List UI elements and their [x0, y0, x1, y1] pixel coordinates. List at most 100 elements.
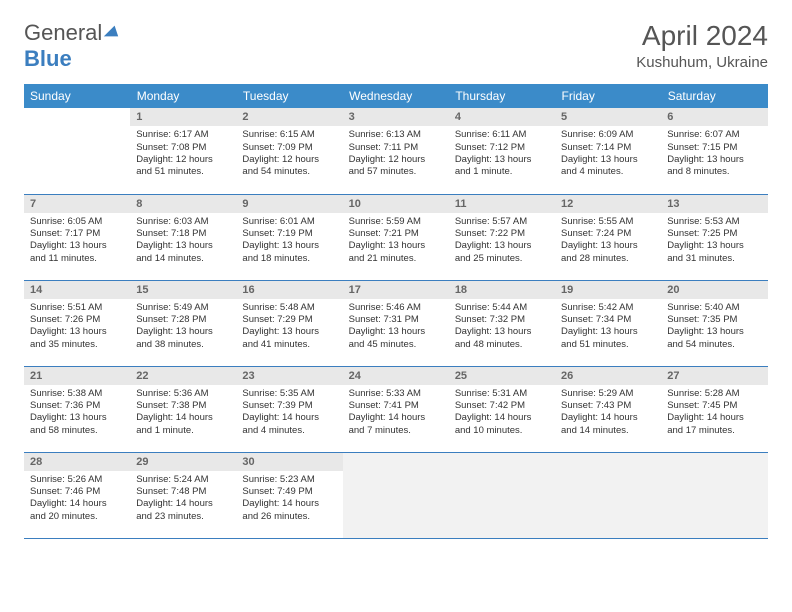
daylight-text: and 57 minutes. — [349, 166, 443, 178]
calendar-cell: 5Sunrise: 6:09 AMSunset: 7:14 PMDaylight… — [555, 108, 661, 194]
daylight-text: and 28 minutes. — [561, 253, 655, 265]
daylight-text: and 26 minutes. — [242, 511, 336, 523]
calendar-cell: 22Sunrise: 5:36 AMSunset: 7:38 PMDayligh… — [130, 366, 236, 452]
daylight-text: Daylight: 14 hours — [242, 498, 336, 510]
sunset-text: Sunset: 7:35 PM — [667, 314, 761, 326]
sunrise-text: Sunrise: 5:36 AM — [136, 388, 230, 400]
sunrise-text: Sunrise: 6:05 AM — [30, 216, 124, 228]
daylight-text: and 38 minutes. — [136, 339, 230, 351]
calendar-cell: 30Sunrise: 5:23 AMSunset: 7:49 PMDayligh… — [236, 452, 342, 538]
daylight-text: and 4 minutes. — [561, 166, 655, 178]
daylight-text: Daylight: 12 hours — [136, 154, 230, 166]
daylight-text: Daylight: 13 hours — [455, 326, 549, 338]
sunrise-text: Sunrise: 5:24 AM — [136, 474, 230, 486]
calendar-cell: 2Sunrise: 6:15 AMSunset: 7:09 PMDaylight… — [236, 108, 342, 194]
calendar-cell: 21Sunrise: 5:38 AMSunset: 7:36 PMDayligh… — [24, 366, 130, 452]
calendar-week-row: 14Sunrise: 5:51 AMSunset: 7:26 PMDayligh… — [24, 280, 768, 366]
sunrise-text: Sunrise: 5:38 AM — [30, 388, 124, 400]
calendar-cell: 23Sunrise: 5:35 AMSunset: 7:39 PMDayligh… — [236, 366, 342, 452]
sunset-text: Sunset: 7:21 PM — [349, 228, 443, 240]
weekday-header-row: Sunday Monday Tuesday Wednesday Thursday… — [24, 84, 768, 108]
sunset-text: Sunset: 7:11 PM — [349, 142, 443, 154]
cell-body: Sunrise: 5:38 AMSunset: 7:36 PMDaylight:… — [24, 385, 130, 441]
sunrise-text: Sunrise: 5:55 AM — [561, 216, 655, 228]
daylight-text: Daylight: 13 hours — [349, 240, 443, 252]
weekday-header: Sunday — [24, 84, 130, 108]
calendar-cell: 10Sunrise: 5:59 AMSunset: 7:21 PMDayligh… — [343, 194, 449, 280]
sunrise-text: Sunrise: 5:49 AM — [136, 302, 230, 314]
cell-body: Sunrise: 6:01 AMSunset: 7:19 PMDaylight:… — [236, 213, 342, 269]
sunset-text: Sunset: 7:36 PM — [30, 400, 124, 412]
calendar-cell — [555, 452, 661, 538]
daylight-text: and 54 minutes. — [667, 339, 761, 351]
day-number: 29 — [130, 453, 236, 471]
cell-body: Sunrise: 6:05 AMSunset: 7:17 PMDaylight:… — [24, 213, 130, 269]
sunset-text: Sunset: 7:26 PM — [30, 314, 124, 326]
calendar-cell: 15Sunrise: 5:49 AMSunset: 7:28 PMDayligh… — [130, 280, 236, 366]
day-number: 12 — [555, 195, 661, 213]
sunset-text: Sunset: 7:25 PM — [667, 228, 761, 240]
calendar-cell — [661, 452, 767, 538]
sunrise-text: Sunrise: 5:31 AM — [455, 388, 549, 400]
daylight-text: and 8 minutes. — [667, 166, 761, 178]
day-number: 15 — [130, 281, 236, 299]
daylight-text: and 7 minutes. — [349, 425, 443, 437]
sunset-text: Sunset: 7:28 PM — [136, 314, 230, 326]
cell-body — [24, 126, 130, 133]
day-number: 7 — [24, 195, 130, 213]
cell-body: Sunrise: 5:40 AMSunset: 7:35 PMDaylight:… — [661, 299, 767, 355]
calendar-cell: 1Sunrise: 6:17 AMSunset: 7:08 PMDaylight… — [130, 108, 236, 194]
sunset-text: Sunset: 7:29 PM — [242, 314, 336, 326]
cell-body: Sunrise: 6:07 AMSunset: 7:15 PMDaylight:… — [661, 126, 767, 182]
calendar-cell: 4Sunrise: 6:11 AMSunset: 7:12 PMDaylight… — [449, 108, 555, 194]
daylight-text: Daylight: 12 hours — [349, 154, 443, 166]
calendar-cell: 8Sunrise: 6:03 AMSunset: 7:18 PMDaylight… — [130, 194, 236, 280]
calendar-cell: 16Sunrise: 5:48 AMSunset: 7:29 PMDayligh… — [236, 280, 342, 366]
sunrise-text: Sunrise: 5:51 AM — [30, 302, 124, 314]
day-number: 6 — [661, 108, 767, 126]
sunset-text: Sunset: 7:34 PM — [561, 314, 655, 326]
sunset-text: Sunset: 7:15 PM — [667, 142, 761, 154]
daylight-text: and 18 minutes. — [242, 253, 336, 265]
daylight-text: and 41 minutes. — [242, 339, 336, 351]
sunset-text: Sunset: 7:19 PM — [242, 228, 336, 240]
daylight-text: Daylight: 14 hours — [455, 412, 549, 424]
daylight-text: and 14 minutes. — [136, 253, 230, 265]
daylight-text: and 48 minutes. — [455, 339, 549, 351]
day-number: 16 — [236, 281, 342, 299]
weekday-header: Friday — [555, 84, 661, 108]
sunrise-text: Sunrise: 5:35 AM — [242, 388, 336, 400]
day-number: 22 — [130, 367, 236, 385]
sunrise-text: Sunrise: 6:07 AM — [667, 129, 761, 141]
calendar-week-row: 28Sunrise: 5:26 AMSunset: 7:46 PMDayligh… — [24, 452, 768, 538]
day-number: 25 — [449, 367, 555, 385]
cell-body: Sunrise: 6:11 AMSunset: 7:12 PMDaylight:… — [449, 126, 555, 182]
cell-body: Sunrise: 5:53 AMSunset: 7:25 PMDaylight:… — [661, 213, 767, 269]
sunset-text: Sunset: 7:49 PM — [242, 486, 336, 498]
cell-body: Sunrise: 5:42 AMSunset: 7:34 PMDaylight:… — [555, 299, 661, 355]
day-number: 21 — [24, 367, 130, 385]
daylight-text: and 25 minutes. — [455, 253, 549, 265]
day-number: 4 — [449, 108, 555, 126]
daylight-text: Daylight: 13 hours — [242, 240, 336, 252]
sunrise-text: Sunrise: 6:13 AM — [349, 129, 443, 141]
sunset-text: Sunset: 7:17 PM — [30, 228, 124, 240]
day-number: 8 — [130, 195, 236, 213]
daylight-text: and 4 minutes. — [242, 425, 336, 437]
logo-part1: General — [24, 20, 102, 45]
daylight-text: Daylight: 13 hours — [30, 240, 124, 252]
calendar-cell — [24, 108, 130, 194]
cell-body: Sunrise: 5:57 AMSunset: 7:22 PMDaylight:… — [449, 213, 555, 269]
daylight-text: and 58 minutes. — [30, 425, 124, 437]
calendar-cell: 28Sunrise: 5:26 AMSunset: 7:46 PMDayligh… — [24, 452, 130, 538]
logo: GeneralBlue — [24, 20, 120, 72]
daylight-text: Daylight: 13 hours — [242, 326, 336, 338]
day-number: 2 — [236, 108, 342, 126]
sunset-text: Sunset: 7:22 PM — [455, 228, 549, 240]
daylight-text: Daylight: 14 hours — [136, 412, 230, 424]
daylight-text: Daylight: 13 hours — [349, 326, 443, 338]
calendar-cell: 19Sunrise: 5:42 AMSunset: 7:34 PMDayligh… — [555, 280, 661, 366]
sunrise-text: Sunrise: 5:46 AM — [349, 302, 443, 314]
calendar-cell: 27Sunrise: 5:28 AMSunset: 7:45 PMDayligh… — [661, 366, 767, 452]
calendar-cell: 13Sunrise: 5:53 AMSunset: 7:25 PMDayligh… — [661, 194, 767, 280]
